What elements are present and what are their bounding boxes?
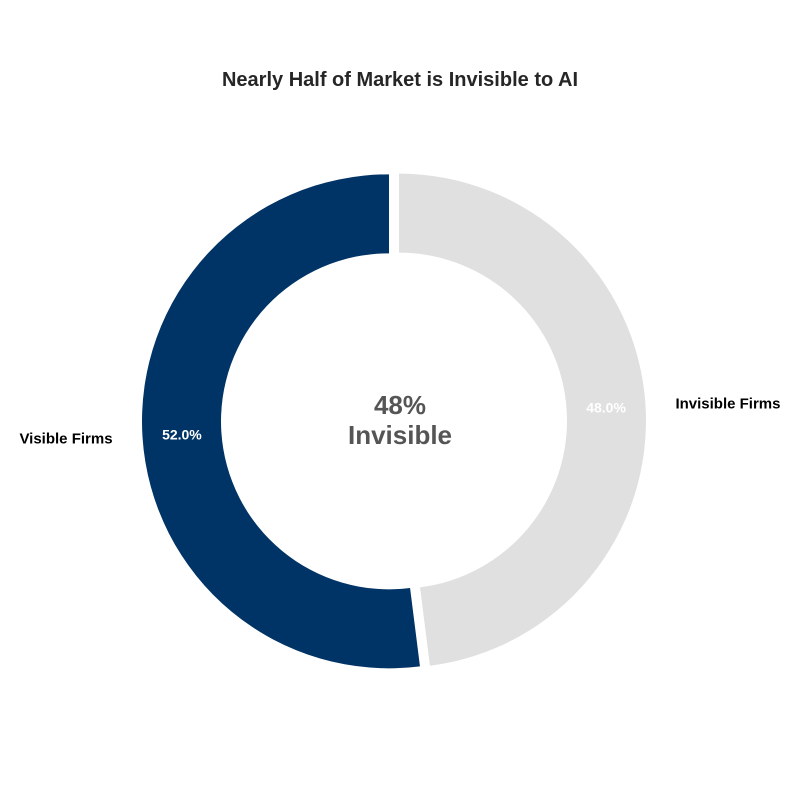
center-value: 48% xyxy=(374,390,426,420)
center-caption: Invisible xyxy=(348,420,452,450)
slices-group xyxy=(142,173,646,669)
value-label-visible-firms: 52.0% xyxy=(162,426,202,442)
value-label-invisible-firms: 48.0% xyxy=(586,400,626,416)
labels-group: 52.0% Visible Firms 48.0% Invisible Firms xyxy=(19,395,780,447)
slice-visible-firms xyxy=(142,174,420,669)
chart-title: Nearly Half of Market is Invisible to AI xyxy=(222,69,578,91)
category-label-invisible-firms: Invisible Firms xyxy=(675,395,780,412)
slice-invisible-firms xyxy=(398,173,646,666)
category-label-visible-firms: Visible Firms xyxy=(19,431,112,448)
